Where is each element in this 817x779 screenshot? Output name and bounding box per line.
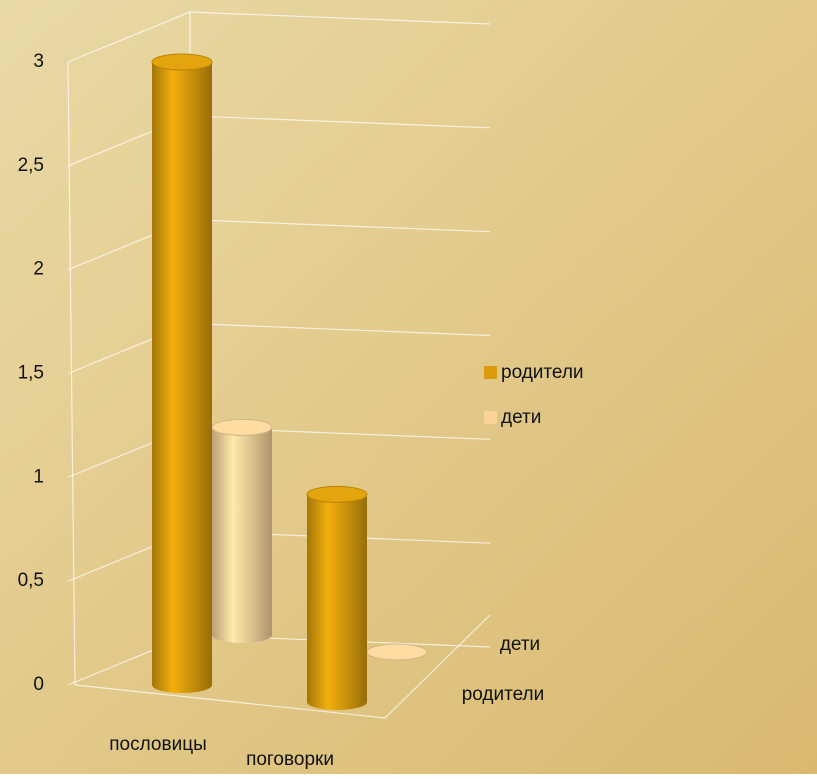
y-tick-label: 1,5 xyxy=(18,363,44,384)
y-tick-label: 1 xyxy=(33,466,44,487)
legend-label: родители xyxy=(501,362,584,383)
cylinder-top xyxy=(212,419,272,435)
legend-swatch xyxy=(484,411,497,424)
y-tick-label: 0,5 xyxy=(18,570,44,591)
x-tick-label: поговорки xyxy=(246,749,334,770)
cylinder xyxy=(212,427,272,643)
cylinder xyxy=(307,494,367,710)
x-tick-label: пословицы xyxy=(109,734,206,755)
cylinder-top xyxy=(152,54,212,70)
cylinder xyxy=(152,62,212,693)
cylinder-top xyxy=(367,644,427,660)
y-tick-label: 3 xyxy=(33,51,44,72)
y-tick-label: 0 xyxy=(33,674,44,695)
y-tick-label: 2,5 xyxy=(18,155,44,176)
depth-label: дети xyxy=(500,634,540,655)
legend-swatch xyxy=(484,366,497,379)
y-tick-label: 2 xyxy=(33,259,44,280)
chart: 0 0,5 1 1,5 2 2,5 3 пословицы поговорки дети родит… xyxy=(0,0,817,774)
cylinder-top xyxy=(307,486,367,502)
legend-label: дети xyxy=(501,407,541,428)
depth-label: родители xyxy=(462,684,545,705)
